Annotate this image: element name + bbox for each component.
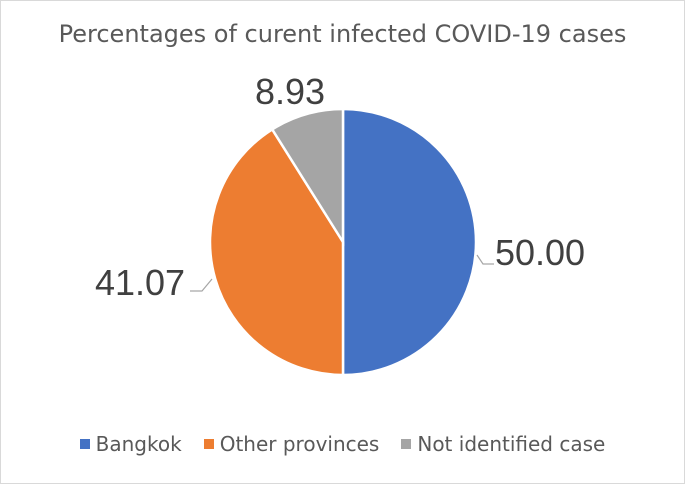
legend-swatch-bangkok <box>79 439 90 449</box>
chart-title: Percentages of curent infected COVID-19 … <box>58 20 627 48</box>
slice-bangkok <box>341 107 478 377</box>
legend-label-not-identified: Not identified case <box>417 432 606 456</box>
leader-line <box>190 278 213 292</box>
slice-not-identified <box>270 107 345 247</box>
legend-label-bangkok: Bangkok <box>95 432 182 456</box>
legend-swatch-not-identified <box>401 439 412 449</box>
legend-swatch-other-provinces <box>203 439 214 449</box>
data-label-not-identified: 8.93 <box>255 71 325 112</box>
data-label-bangkok: 50.00 <box>495 232 585 273</box>
legend: Bangkok Other provinces Not identified c… <box>0 432 685 456</box>
legend-item-other-provinces: Other provinces <box>203 432 380 456</box>
data-label-other-provinces: 41.07 <box>95 262 185 303</box>
legend-item-not-identified: Not identified case <box>401 432 605 456</box>
leader-line <box>476 254 494 265</box>
legend-label-other-provinces: Other provinces <box>219 432 380 456</box>
legend-item-bangkok: Bangkok <box>79 432 182 456</box>
